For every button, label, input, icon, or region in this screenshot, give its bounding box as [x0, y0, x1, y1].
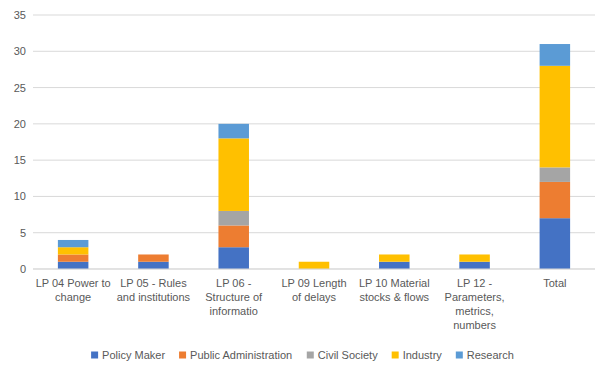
x-tick-label: LP 04 Power to change [36, 277, 111, 303]
legend-label: Industry [403, 349, 443, 361]
x-tick-label-line: informatio [210, 305, 258, 317]
bars [58, 44, 570, 269]
bar-segment [540, 218, 571, 269]
y-tick-label: 10 [14, 190, 26, 202]
y-tick-label: 30 [14, 45, 26, 57]
grid-line [33, 123, 595, 124]
x-tick-label: LP 09 Length of delays [281, 277, 346, 303]
bar-segment [540, 167, 571, 182]
legend-label: Civil Society [318, 349, 378, 361]
bar-segment [379, 262, 410, 269]
x-tick-label-line: of delays [292, 291, 337, 303]
legend-label: Research [467, 349, 514, 361]
bar-segment [138, 254, 169, 255]
x-tick-label-line: LP 04 Power to [36, 277, 111, 289]
legend-swatch [392, 352, 399, 359]
legend-swatch [91, 352, 98, 359]
bar-segment [218, 211, 249, 226]
chart: 0 5 10 15 20 25 30 35 LP 04 Power to change LP 05 … [0, 0, 605, 381]
bar-segment [379, 254, 410, 255]
x-tick-label-line: LP 10 Material [359, 277, 430, 289]
grid-line [33, 51, 595, 52]
x-tick-label: LP 06 - Structure of informatio [205, 277, 263, 317]
bar-segment [379, 254, 410, 261]
legend-label: Policy Maker [102, 349, 165, 361]
bar-segment [58, 240, 89, 247]
x-tick-label-line: change [55, 291, 91, 303]
bar-segment [218, 225, 249, 247]
grid-line [33, 269, 595, 270]
bar-segment [138, 254, 169, 261]
bar-segment [218, 247, 249, 269]
bar-segment [459, 262, 490, 269]
bar-segment [58, 254, 89, 261]
y-tick-label: 35 [14, 9, 26, 21]
bar-segment [138, 262, 169, 269]
x-tick-label-line: Parameters, [445, 291, 505, 303]
y-tick-label: 25 [14, 82, 26, 94]
y-tick-label: 20 [14, 118, 26, 130]
bar-segment [540, 182, 571, 218]
y-tick-label: 0 [20, 263, 26, 275]
bar-segment [218, 138, 249, 211]
x-tick-label-line: LP 12 - [457, 277, 493, 289]
bar-segment [459, 254, 490, 261]
x-tick-label-line: LP 09 Length [281, 277, 346, 289]
bar-segment [138, 254, 169, 255]
bar-segment [299, 261, 330, 262]
x-tick-label-line: Total [543, 277, 566, 289]
grid-line [33, 160, 595, 161]
bar-segment [459, 254, 490, 255]
x-tick-label-line: metrics, [455, 305, 494, 317]
grid-line [33, 87, 595, 88]
grid-line [33, 15, 595, 16]
bar-segment [58, 247, 89, 254]
grid-line [33, 196, 595, 197]
x-tick-label-line: numbers [453, 319, 496, 331]
x-tick-label-line: LP 05 - Rules [120, 277, 187, 289]
x-tick-label: LP 05 - Rules and institutions [117, 277, 191, 303]
bar-segment [540, 66, 571, 168]
x-tick-label-line: Structure of [205, 291, 263, 303]
bar-segment [58, 262, 89, 269]
bar-segment [138, 254, 169, 255]
x-tick-label: LP 12 - Parameters, metrics, numbers [445, 277, 505, 331]
legend-label: Public Administration [190, 349, 292, 361]
background [0, 0, 605, 381]
x-tick-label-line: stocks & flows [359, 291, 429, 303]
legend: Policy Maker Public Administration Civil S… [91, 349, 514, 361]
grid-line [33, 232, 595, 233]
x-tick-label: Total [543, 277, 566, 289]
y-tick-label: 15 [14, 154, 26, 166]
x-axis [33, 269, 595, 270]
y-tick-label: 5 [20, 227, 26, 239]
bar-segment [540, 44, 571, 66]
legend-swatch [456, 352, 463, 359]
x-tick-label-line: and institutions [117, 291, 191, 303]
x-tick-label: LP 10 Material stocks & flows [359, 277, 430, 303]
bar-segment [299, 262, 330, 269]
legend-swatch [179, 352, 186, 359]
x-tick-label-line: LP 06 - [216, 277, 252, 289]
legend-swatch [307, 352, 314, 359]
bar-segment [218, 124, 249, 139]
